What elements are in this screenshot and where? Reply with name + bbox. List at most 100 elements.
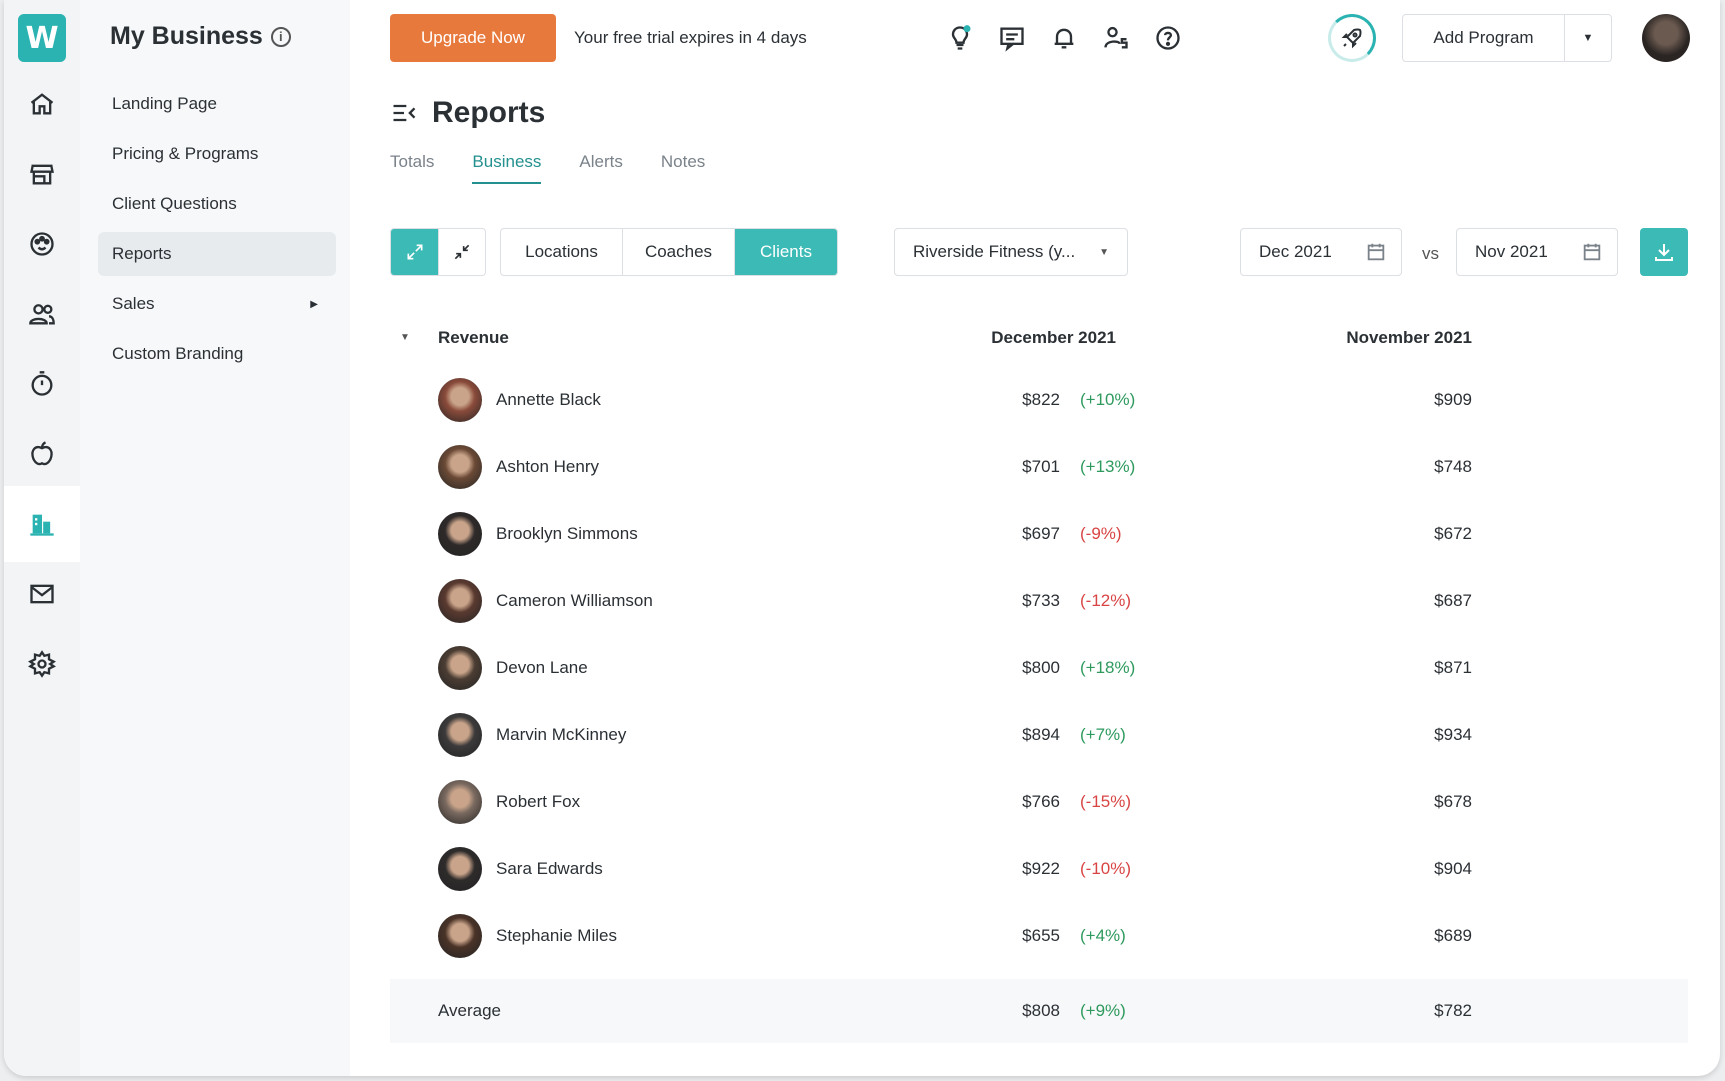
value-current: $894: [1022, 725, 1060, 744]
table-row[interactable]: Marvin McKinney $894 (+7%) $934: [390, 701, 1688, 768]
download-icon: [1655, 244, 1673, 261]
tab-notes[interactable]: Notes: [660, 152, 706, 171]
date-picker-current[interactable]: Dec 2021: [1240, 228, 1402, 276]
client-name: Cameron Williamson: [496, 591, 653, 610]
user-avatar[interactable]: [1642, 14, 1690, 62]
value-current: $733: [1022, 591, 1060, 610]
business-icon[interactable]: [4, 486, 80, 562]
table-row[interactable]: Annette Black $822 (+10%) $909: [390, 366, 1688, 433]
value-current: $655: [1022, 926, 1060, 945]
store-icon[interactable]: [4, 136, 80, 212]
gear-icon[interactable]: [4, 626, 80, 702]
nav-item-landing-page[interactable]: Landing Page: [112, 94, 217, 113]
table-row[interactable]: Robert Fox $766 (-15%) $678: [390, 768, 1688, 835]
client-avatar: [438, 847, 482, 891]
tab-totals[interactable]: Totals: [390, 152, 435, 171]
value-current: $922: [1022, 859, 1060, 878]
client-avatar: [438, 445, 482, 489]
value-current: $766: [1022, 792, 1060, 811]
chevron-down-icon[interactable]: ▼: [1582, 32, 1594, 44]
menu-collapse-icon[interactable]: [390, 99, 418, 127]
value-change: (-9%): [1080, 524, 1122, 543]
table-row[interactable]: Sara Edwards $922 (-10%) $904: [390, 835, 1688, 902]
help-icon[interactable]: [1148, 18, 1188, 58]
location-select[interactable]: Riverside Fitness (y... ▼: [894, 228, 1128, 276]
clients-button[interactable]: Clients: [735, 229, 837, 275]
nav-item-custom-branding[interactable]: Custom Branding: [112, 344, 244, 363]
add-program-button[interactable]: Add Program ▼: [1402, 14, 1612, 62]
nav-item-reports[interactable]: Reports: [98, 232, 336, 276]
value-previous: $871: [1434, 658, 1472, 677]
user-switch-icon[interactable]: [1096, 18, 1136, 58]
client-avatar: [438, 579, 482, 623]
expand-icon: [407, 244, 422, 260]
nav-item-sales[interactable]: Sales ▶: [98, 282, 336, 326]
value-change: (-15%): [1080, 792, 1132, 811]
timer-icon[interactable]: [4, 346, 80, 422]
value-change: (+4%): [1080, 926, 1126, 945]
tab-business[interactable]: Business: [472, 152, 542, 184]
client-name: Ashton Henry: [496, 457, 599, 476]
info-icon[interactable]: i: [270, 26, 291, 47]
client-name: Stephanie Miles: [496, 926, 617, 945]
average-value-current: $808: [1022, 1001, 1060, 1020]
panel-title-text: My Business: [110, 22, 263, 50]
value-previous: $687: [1434, 591, 1472, 610]
value-previous: $909: [1434, 390, 1472, 409]
panel-title: My Business i: [110, 22, 291, 51]
value-change: (+7%): [1080, 725, 1126, 744]
value-current: $822: [1022, 390, 1060, 409]
value-previous: $678: [1434, 792, 1472, 811]
home-icon[interactable]: [4, 66, 80, 142]
value-change: (+13%): [1080, 457, 1136, 476]
table-row[interactable]: Stephanie Miles $655 (+4%) $689: [390, 902, 1688, 969]
table-row[interactable]: Cameron Williamson $733 (-12%) $687: [390, 567, 1688, 634]
trial-notice: Your free trial expires in 4 days: [574, 28, 807, 47]
nav-item-client-questions[interactable]: Client Questions: [112, 194, 237, 213]
tab-alerts[interactable]: Alerts: [579, 152, 623, 171]
revenue-table: ▼ Revenue December 2021 November 2021 An…: [390, 306, 1688, 1043]
download-button[interactable]: [1640, 228, 1688, 276]
value-previous: $934: [1434, 725, 1472, 744]
coaches-button[interactable]: Coaches: [623, 229, 735, 275]
app-window: W My Business i: [4, 0, 1720, 1076]
client-avatar: [438, 914, 482, 958]
value-change: (-10%): [1080, 859, 1132, 878]
collapse-button[interactable]: [439, 229, 485, 275]
locations-button[interactable]: Locations: [501, 229, 623, 275]
value-change: (-12%): [1080, 591, 1132, 610]
upgrade-button[interactable]: Upgrade Now: [390, 14, 556, 62]
palette-icon[interactable]: [4, 206, 80, 282]
users-icon[interactable]: [4, 276, 80, 352]
mail-icon[interactable]: [4, 556, 80, 632]
value-change: (+18%): [1080, 658, 1136, 677]
page-title: Reports: [390, 96, 545, 130]
bell-icon[interactable]: [1044, 18, 1084, 58]
date-picker-compare[interactable]: Nov 2021: [1456, 228, 1618, 276]
nav-item-pricing-programs[interactable]: Pricing & Programs: [112, 144, 259, 163]
calendar-icon: [1583, 243, 1601, 261]
lightbulb-icon[interactable]: [940, 18, 980, 58]
value-current: $697: [1022, 524, 1060, 543]
collapse-caret-icon[interactable]: ▼: [400, 332, 410, 343]
vs-label: vs: [1422, 244, 1439, 263]
table-row[interactable]: Ashton Henry $701 (+13%) $748: [390, 433, 1688, 500]
table-row[interactable]: Brooklyn Simmons $697 (-9%) $672: [390, 500, 1688, 567]
date-compare-value: Nov 2021: [1475, 242, 1548, 261]
value-previous: $689: [1434, 926, 1472, 945]
expand-button[interactable]: [391, 229, 439, 275]
average-label: Average: [438, 1001, 502, 1020]
add-program-label[interactable]: Add Program: [1403, 15, 1565, 61]
value-current: $701: [1022, 457, 1060, 476]
chat-icon[interactable]: [992, 18, 1032, 58]
table-body: Annette Black $822 (+10%) $909 Ashton Henry $…: [390, 366, 1688, 969]
rocket-icon[interactable]: [1328, 14, 1376, 62]
client-avatar: [438, 713, 482, 757]
client-name: Robert Fox: [496, 792, 581, 811]
apple-icon[interactable]: [4, 416, 80, 492]
table-row[interactable]: Devon Lane $800 (+18%) $871: [390, 634, 1688, 701]
app-logo[interactable]: W: [18, 14, 66, 62]
client-avatar: [438, 378, 482, 422]
icon-rail: W: [4, 0, 80, 1076]
header-december: December 2021: [991, 328, 1116, 347]
